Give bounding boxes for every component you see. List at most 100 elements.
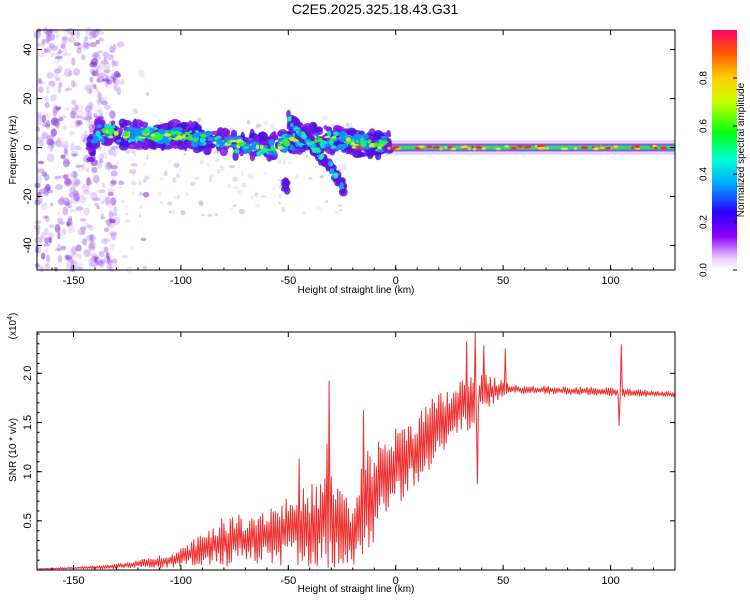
noise-blob [96, 205, 101, 210]
noise-blob [92, 30, 97, 38]
track-blob [174, 140, 180, 146]
noise-blob [97, 65, 103, 70]
track-blob [244, 150, 248, 155]
noise-blob [99, 195, 106, 204]
noise-blob [52, 109, 57, 117]
tail-hotspot [562, 147, 569, 151]
noise-blob [91, 52, 99, 57]
noise-blob [55, 139, 62, 148]
spectrogram-y-label: Frequency (Hz) [8, 116, 19, 185]
noise-blob [71, 246, 77, 256]
noise-blob [142, 265, 147, 271]
noise-blob [91, 167, 98, 174]
noise-blob [133, 152, 137, 157]
noise-blob [78, 194, 86, 204]
noise-blob [74, 145, 82, 151]
branch-blob [335, 177, 345, 181]
noise-blob [251, 195, 254, 200]
noise-blob [172, 210, 175, 215]
noise-blob [76, 120, 83, 126]
noise-blob [107, 54, 114, 61]
snr-x-tick-label: -150 [62, 575, 84, 587]
noise-blob [169, 159, 172, 163]
noise-blob [44, 247, 49, 254]
noise-blob [132, 191, 135, 195]
spectrogram-marks [33, 26, 675, 273]
noise-blob [64, 145, 69, 154]
noise-blob [142, 178, 147, 183]
track-blob [96, 124, 103, 129]
noise-blob [124, 149, 131, 155]
track-blob [260, 149, 268, 151]
noise-blob [42, 132, 49, 140]
noise-blob [101, 200, 105, 205]
noise-blob [99, 158, 104, 164]
noise-blob [106, 163, 112, 168]
noise-blob [53, 56, 60, 64]
track-blob [130, 129, 139, 136]
noise-blob [62, 125, 67, 131]
noise-blob [277, 158, 282, 165]
track-blob [284, 140, 290, 144]
noise-blob [46, 34, 51, 42]
noise-blob [53, 267, 58, 272]
snr-marks [36, 331, 676, 570]
noise-blob [113, 206, 118, 214]
noise-blob [97, 93, 103, 101]
branch-blob [311, 147, 317, 153]
noise-blob [99, 189, 106, 193]
noise-blob [54, 55, 63, 60]
noise-blob [54, 224, 61, 233]
colorbar-tick-label: 0.4 [699, 167, 710, 181]
noise-blob [84, 106, 90, 115]
noise-blob [80, 230, 86, 235]
snr-axes: -150 -100 -50 0 50 100 0.5 1.0 1.5 2.0 [22, 332, 676, 587]
track-blob [233, 148, 240, 154]
noise-blob [43, 186, 51, 191]
noise-blob [206, 213, 213, 217]
branch-blob [306, 141, 313, 146]
noise-blob [52, 109, 59, 116]
noise-blob [50, 143, 54, 150]
noise-blob [49, 42, 55, 49]
tail-hotspot [654, 146, 658, 150]
noise-blob [53, 140, 57, 145]
noise-blob [264, 171, 267, 176]
track-blob [192, 132, 200, 139]
track-blob [353, 151, 359, 158]
noise-blob [95, 162, 103, 169]
noise-blob [84, 105, 93, 113]
noise-blob [43, 243, 50, 247]
noise-blob [159, 201, 163, 204]
noise-blob [102, 182, 106, 188]
noise-blob [106, 254, 114, 264]
noise-blob [70, 110, 76, 119]
noise-blob [42, 27, 48, 34]
noise-blob [73, 190, 78, 198]
track-blob [248, 138, 253, 141]
noise-blob [57, 231, 61, 240]
noise-blob [70, 197, 79, 205]
noise-blob [72, 112, 79, 119]
noise-blob [347, 122, 353, 129]
noise-blob [98, 250, 105, 257]
noise-blob [138, 191, 143, 197]
noise-blob [90, 240, 94, 249]
noise-blob [43, 187, 48, 195]
noise-blob [103, 246, 109, 254]
noise-blob [338, 208, 343, 212]
track-blob [88, 133, 95, 141]
noise-blob [120, 199, 126, 204]
noise-blob [101, 216, 106, 220]
noise-blob [82, 46, 89, 50]
noise-blob [64, 181, 70, 185]
noise-blob [62, 206, 69, 216]
noise-blob [88, 179, 93, 186]
noise-blob [230, 207, 234, 210]
track-blob [363, 136, 367, 141]
noise-blob [37, 168, 45, 174]
noise-blob [54, 73, 59, 81]
noise-blob [124, 219, 131, 223]
noise-blob [338, 204, 343, 208]
noise-blob [38, 188, 47, 195]
